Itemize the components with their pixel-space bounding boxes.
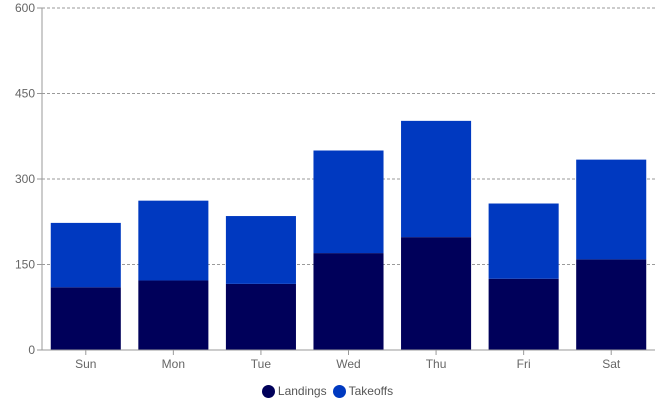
legend-label-landings: Landings (277, 384, 327, 398)
y-tick-label: 600 (15, 1, 35, 15)
x-tick-label: Sat (602, 357, 621, 371)
x-tick-label: Mon (162, 357, 185, 371)
x-tick-label: Wed (336, 357, 360, 371)
legend-label-takeoffs: Takeoffs (348, 384, 394, 398)
bar-takeoffs-mon[interactable] (138, 200, 209, 281)
bar-takeoffs-thu[interactable] (401, 120, 472, 238)
bar-takeoffs-sun[interactable] (50, 222, 121, 288)
legend-item-landings[interactable]: Landings (261, 384, 327, 398)
x-tick-label: Sun (75, 357, 96, 371)
bars (50, 120, 647, 350)
y-tick-label: 0 (28, 343, 35, 357)
bar-landings-fri[interactable] (488, 278, 559, 350)
bar-landings-tue[interactable] (225, 283, 296, 350)
bar-takeoffs-sat[interactable] (576, 159, 647, 260)
bar-landings-thu[interactable] (401, 237, 472, 350)
bar-landings-wed[interactable] (313, 253, 384, 350)
y-tick-label: 450 (15, 87, 35, 101)
y-tick-label: 300 (15, 172, 35, 186)
bar-takeoffs-tue[interactable] (225, 216, 296, 284)
legend-swatch-takeoffs (332, 384, 346, 398)
tick-labels: 0 150 300 450 600 Sun Mon Tue Wed Thu Fri Sat (15, 1, 621, 371)
bar-landings-sat[interactable] (576, 259, 647, 350)
legend: Landings Takeoffs (0, 382, 655, 400)
legend-swatch-landings (261, 384, 275, 398)
y-tick-label: 150 (15, 258, 35, 272)
bar-takeoffs-wed[interactable] (313, 150, 384, 254)
bar-takeoffs-fri[interactable] (488, 203, 559, 279)
bar-landings-mon[interactable] (138, 280, 209, 350)
bar-landings-sun[interactable] (50, 287, 121, 350)
x-tick-label: Fri (517, 357, 531, 371)
stacked-bar-chart: 0 150 300 450 600 Sun Mon Tue Wed Thu Fri Sat (15, 1, 655, 371)
legend-item-takeoffs[interactable]: Takeoffs (332, 384, 394, 398)
x-tick-label: Thu (426, 357, 447, 371)
x-tick-label: Tue (251, 357, 272, 371)
